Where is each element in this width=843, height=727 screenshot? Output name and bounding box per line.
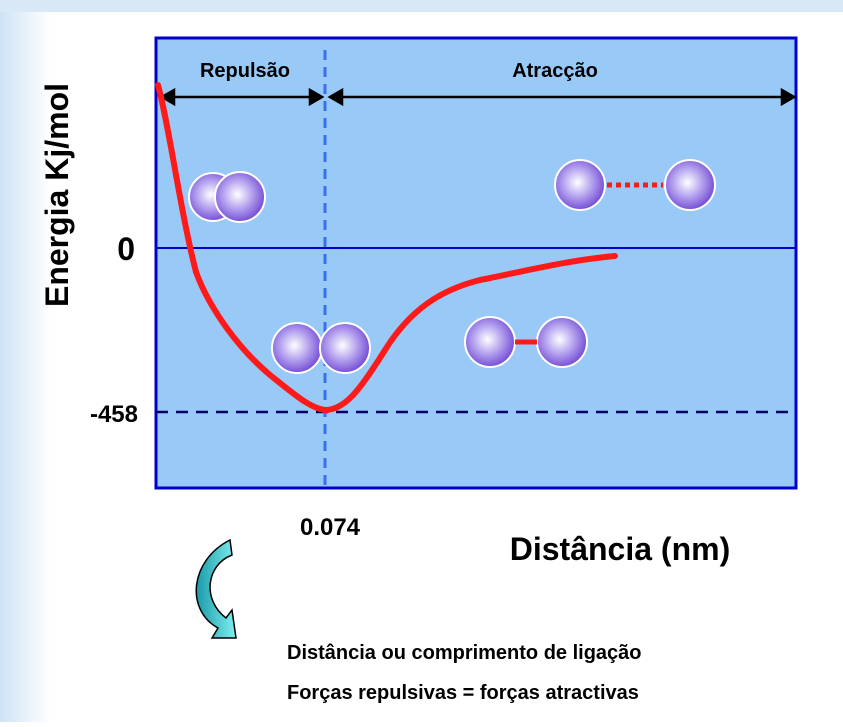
region-label: Repulsão [200, 60, 290, 82]
page: Repulsão Atracção Energia Kj/mol 0 -458 … [0, 0, 843, 722]
zero-label: 0 [117, 231, 135, 267]
region-label: Atracção [512, 60, 598, 82]
note: Forças repulsivas = forças atractivas [287, 682, 639, 704]
x-axis-label: Distância (nm) [510, 531, 730, 567]
top-band [0, 0, 843, 12]
distance-label: 0.074 [300, 514, 361, 541]
plot-area [156, 38, 796, 488]
y-axis-label: Energia Kj/mol [39, 83, 75, 307]
minimum-label: -458 [90, 401, 138, 428]
note: Distância ou comprimento de ligação [287, 642, 642, 664]
